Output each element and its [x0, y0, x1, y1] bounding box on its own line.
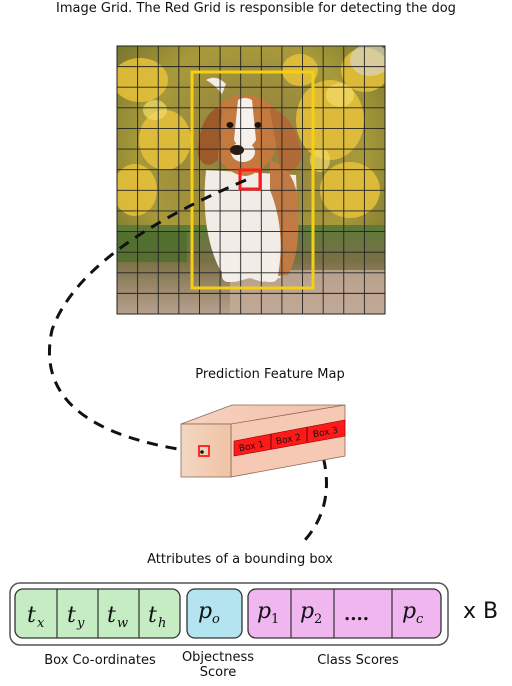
diagram-title: Image Grid. The Red Grid is responsible …: [56, 1, 456, 16]
tw-base: t: [107, 603, 116, 628]
dashed-connector-map-to-attributes: [303, 439, 328, 541]
attributes-label: Attributes of a bounding box: [147, 552, 333, 567]
objectness-caption: Objectness Score: [172, 650, 264, 680]
pc-base: p: [402, 599, 416, 624]
box-1-label: Box 1: [238, 440, 265, 455]
p1-sub: 1: [271, 612, 279, 627]
p1-base: p: [257, 599, 271, 624]
dashed-connector-cell-to-map: [47, 178, 247, 454]
dog-photo: [117, 46, 385, 314]
box-coordinates-caption: Box Co-ordinates: [44, 653, 156, 668]
pc-sub: c: [416, 612, 424, 627]
red-grid-cell: [238, 168, 262, 191]
po-base: p: [198, 599, 212, 624]
objectness-caption-line1: Objectness: [181, 650, 255, 665]
box-2-label: Box 2: [275, 433, 302, 448]
p2-sub: 2: [314, 612, 322, 627]
tx-base: t: [27, 603, 36, 628]
tw-sub: w: [117, 616, 128, 631]
th-base: t: [148, 603, 157, 628]
class-scores-group: [247, 588, 442, 639]
objectness-caption-line2: Score: [199, 665, 237, 680]
yellow-bounding-box: [190, 70, 315, 290]
multiplier-label: x B: [463, 599, 499, 624]
feature-map-box: Box 1 Box 2 Box 3: [180, 404, 346, 478]
po-sub: o: [212, 612, 220, 627]
p2-base: p: [300, 599, 314, 624]
feature-map-label: Prediction Feature Map: [195, 367, 345, 382]
ty-sub: y: [76, 616, 85, 631]
tx-sub: x: [37, 616, 45, 631]
feature-map-cell: [198, 445, 210, 457]
class-scores-caption: Class Scores: [317, 653, 399, 668]
box-3-label: Box 3: [312, 426, 339, 441]
th-sub: h: [158, 616, 166, 631]
ellipsis-cell: ....: [344, 604, 369, 625]
ty-base: t: [67, 603, 76, 628]
image-grid-border: [116, 45, 386, 315]
box-strip: [233, 419, 346, 457]
objectness-cell: [186, 588, 243, 639]
